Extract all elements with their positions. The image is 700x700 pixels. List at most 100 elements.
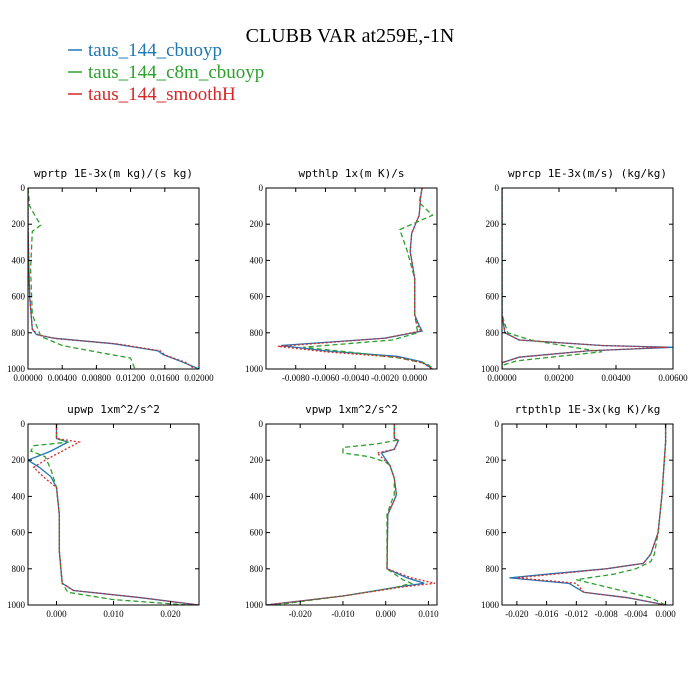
x-tick-label: -0.0060	[312, 373, 340, 383]
series-group	[502, 188, 673, 369]
series-line	[277, 188, 433, 369]
y-tick-label: 800	[486, 328, 500, 338]
x-tick-label: 0.0000	[402, 373, 427, 383]
series-group	[509, 424, 667, 605]
x-tick-label: 0.020	[160, 609, 181, 619]
y-tick-label: 400	[12, 491, 26, 501]
series-line	[29, 424, 188, 605]
series-line	[516, 424, 667, 605]
series-line	[266, 424, 425, 605]
x-tick-label: 0.000	[46, 609, 67, 619]
legend-entry: taus_144_smoothH	[68, 84, 236, 105]
y-tick-label: 200	[12, 455, 26, 465]
chart-title: CLUBB VAR at259E,-1N	[246, 25, 455, 47]
panel-title: wpthlp 1x(m K)/s	[299, 167, 405, 180]
x-tick-label: -0.004	[624, 609, 648, 619]
panel: vpwp 1xm^2/s^2 0 200 400 600 800 1000 -0.020 -0.…	[245, 403, 439, 619]
x-tick-label: -0.0040	[341, 373, 369, 383]
series-line	[266, 424, 436, 605]
series-line	[28, 188, 196, 369]
x-tick-label: 0.010	[103, 609, 124, 619]
x-tick-label: 0.00200	[544, 373, 574, 383]
panel: upwp 1xm^2/s^2 0 200 400 600 800 1000 0.000 0.01…	[7, 403, 200, 619]
series-line	[502, 188, 668, 369]
legend: taus_144_cbuoyptaus_144_c8m_cbuoyptaus_1…	[68, 40, 264, 105]
plot-frame	[501, 187, 674, 370]
y-tick-label: 1000	[245, 600, 264, 610]
x-tick-label: -0.0080	[282, 373, 310, 383]
series-line	[32, 424, 199, 605]
y-tick-label: 0	[259, 419, 264, 429]
y-tick-label: 400	[12, 255, 26, 265]
y-tick-label: 800	[250, 328, 264, 338]
x-tick-label: 0.00400	[601, 373, 631, 383]
series-group	[28, 424, 199, 605]
plot-frame	[27, 187, 200, 370]
panel: wprcp 1E-3x(m/s) (kg/kg) 0 200 400 600 800 100…	[481, 167, 688, 383]
y-tick-label: 400	[250, 255, 264, 265]
y-tick-label: 400	[486, 255, 500, 265]
y-tick-label: 400	[486, 491, 500, 501]
series-line	[576, 424, 667, 605]
y-tick-label: 800	[12, 328, 26, 338]
y-tick-label: 200	[486, 455, 500, 465]
x-tick-label: 0.00600	[658, 373, 688, 383]
x-tick-label: -0.020	[505, 609, 529, 619]
x-tick-label: 0.02000	[184, 373, 214, 383]
series-line	[509, 424, 667, 605]
series-line	[274, 424, 414, 605]
y-tick-label: 600	[12, 528, 26, 538]
series-group	[277, 188, 435, 369]
x-tick-label: 0.00000	[487, 373, 517, 383]
y-tick-label: 0	[259, 183, 264, 193]
series-group	[266, 424, 436, 605]
y-tick-label: 200	[250, 455, 264, 465]
series-group	[28, 188, 199, 369]
panel-title: upwp 1xm^2/s^2	[67, 403, 160, 416]
y-tick-label: 600	[486, 292, 500, 302]
y-tick-label: 0	[21, 183, 26, 193]
y-tick-label: 200	[250, 219, 264, 229]
x-tick-label: 0.000	[376, 609, 397, 619]
y-tick-label: 0	[21, 419, 26, 429]
y-tick-label: 800	[250, 564, 264, 574]
y-tick-label: 200	[12, 219, 26, 229]
y-tick-label: 1000	[7, 600, 26, 610]
x-tick-label: -0.020	[289, 609, 313, 619]
panel-title: wprcp 1E-3x(m/s) (kg/kg)	[508, 167, 667, 180]
panel-title: vpwp 1xm^2/s^2	[305, 403, 398, 416]
x-tick-label: 0.00400	[48, 373, 78, 383]
y-tick-label: 600	[250, 528, 264, 538]
x-tick-label: 0.01600	[150, 373, 180, 383]
series-line	[502, 188, 673, 369]
y-tick-label: 1000	[481, 600, 500, 610]
y-tick-label: 600	[12, 292, 26, 302]
legend-entry: taus_144_cbuoyp	[68, 40, 222, 61]
y-tick-label: 400	[250, 491, 264, 501]
x-tick-label: -0.012	[565, 609, 588, 619]
legend-entry: taus_144_c8m_cbuoyp	[68, 62, 264, 83]
panel-title: rtpthlp 1E-3x(kg K)/kg	[515, 403, 661, 416]
y-tick-label: 0	[495, 419, 500, 429]
x-tick-label: 0.01200	[116, 373, 146, 383]
panels: wprtp 1E-3x(m kg)/(s kg) 0 200 400 600 800 100…	[7, 167, 688, 619]
y-tick-label: 600	[250, 292, 264, 302]
y-tick-label: 600	[486, 528, 500, 538]
y-tick-label: 800	[12, 564, 26, 574]
y-tick-label: 1000	[7, 364, 26, 374]
plot-frame	[265, 423, 438, 606]
x-tick-label: -0.008	[594, 609, 618, 619]
panel: wprtp 1E-3x(m kg)/(s kg) 0 200 400 600 800 100…	[7, 167, 214, 383]
x-tick-label: 0.00800	[82, 373, 112, 383]
plot-frame	[27, 423, 200, 606]
y-tick-label: 200	[486, 219, 500, 229]
x-tick-label: -0.016	[535, 609, 559, 619]
panel-title: wprtp 1E-3x(m kg)/(s kg)	[34, 167, 193, 180]
panel: rtpthlp 1E-3x(kg K)/kg02004006008001000-…	[481, 403, 676, 619]
series-line	[28, 424, 199, 605]
y-tick-label: 0	[495, 183, 500, 193]
panel: wpthlp 1x(m K)/s 0 200 400 600 800 1000 -0.0080…	[245, 167, 438, 383]
y-tick-label: 1000	[481, 364, 500, 374]
legend-label: taus_144_smoothH	[88, 84, 236, 105]
